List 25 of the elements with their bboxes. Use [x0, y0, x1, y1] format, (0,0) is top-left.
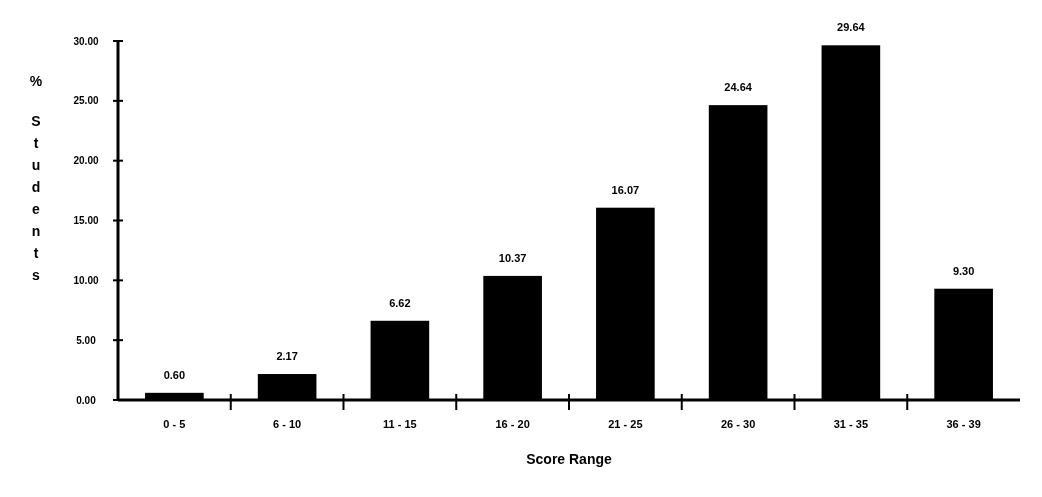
data-label: 10.37 [498, 251, 527, 264]
data-label: 29.64 [837, 21, 866, 34]
y-tick-label: 15.00 [73, 215, 99, 226]
data-label: 16.07 [611, 183, 640, 196]
y-tick-label: 0.00 [76, 394, 97, 406]
data-label: 9.30 [952, 264, 975, 277]
x-tick-label: 0 - 5 [163, 418, 186, 430]
x-tick-label: 6 - 10 [273, 418, 302, 430]
y-tick-label: 30.00 [73, 35, 99, 47]
y-tick-label: 5.00 [76, 334, 97, 346]
y-tick-label: 20.00 [73, 155, 99, 167]
data-label: 6.62 [389, 296, 411, 309]
text: % Students [29, 73, 43, 283]
x-tick-label: 31 - 35 [833, 418, 868, 430]
x-tick-label: 36 - 39 [946, 418, 981, 430]
data-label: 0.60 [163, 368, 186, 381]
x-axis-title: Score Range [526, 451, 612, 467]
y-tick-label: 10.00 [73, 274, 99, 286]
x-tick-label: 11 - 15 [383, 418, 417, 430]
data-label: 24.64 [724, 81, 753, 94]
y-tick-label: 25.00 [73, 95, 99, 107]
data-label: 2.17 [276, 350, 298, 363]
x-tick-label: 16 - 20 [495, 418, 530, 430]
x-tick-label: 26 - 30 [721, 418, 756, 430]
x-tick-label: 21 - 25 [608, 418, 643, 430]
